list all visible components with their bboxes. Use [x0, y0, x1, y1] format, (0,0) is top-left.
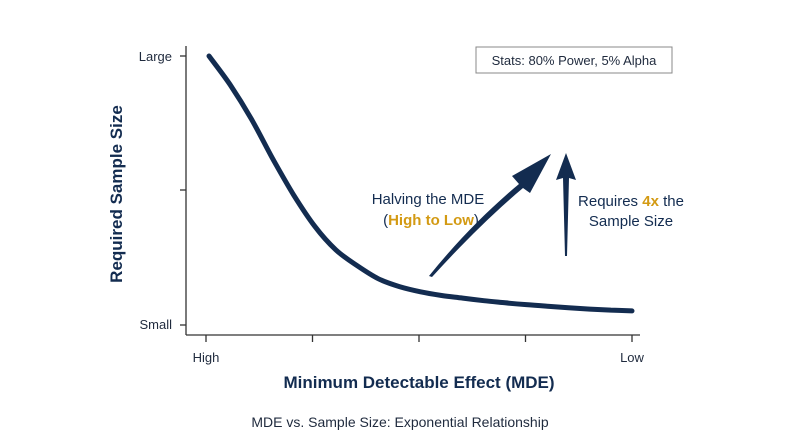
x-axis-ticks: [205, 335, 633, 342]
y-axis-title: Required Sample Size: [107, 105, 126, 283]
chart-title: MDE vs. Sample Size: Exponential Relatio…: [251, 414, 548, 430]
y-axis-ticks: [180, 55, 186, 326]
x-tick-label-low: Low: [620, 350, 644, 365]
annotation-halving-line1: Halving the MDE: [372, 191, 485, 208]
curved-arrow-icon: [429, 154, 551, 277]
x-tick-label-high: High: [193, 350, 220, 365]
series-line: [206, 53, 635, 314]
annotation-4x: 4x: [642, 193, 659, 210]
annotation-requires-line2: Sample Size: [589, 213, 673, 230]
annotation-high-to-low: High to Low: [388, 212, 474, 229]
annotation-requires-line1: Requires 4x the: [578, 193, 684, 210]
stats-box: [475, 46, 673, 74]
stats-text: Stats: 80% Power, 5% Alpha: [492, 53, 658, 68]
y-tick-label-large: Large: [139, 49, 172, 64]
x-axis-title: Minimum Detectable Effect (MDE): [283, 373, 554, 392]
annotation-halving-line2: (High to Low): [383, 212, 479, 229]
y-tick-label-small: Small: [139, 317, 172, 332]
up-arrow-icon: [556, 153, 576, 256]
